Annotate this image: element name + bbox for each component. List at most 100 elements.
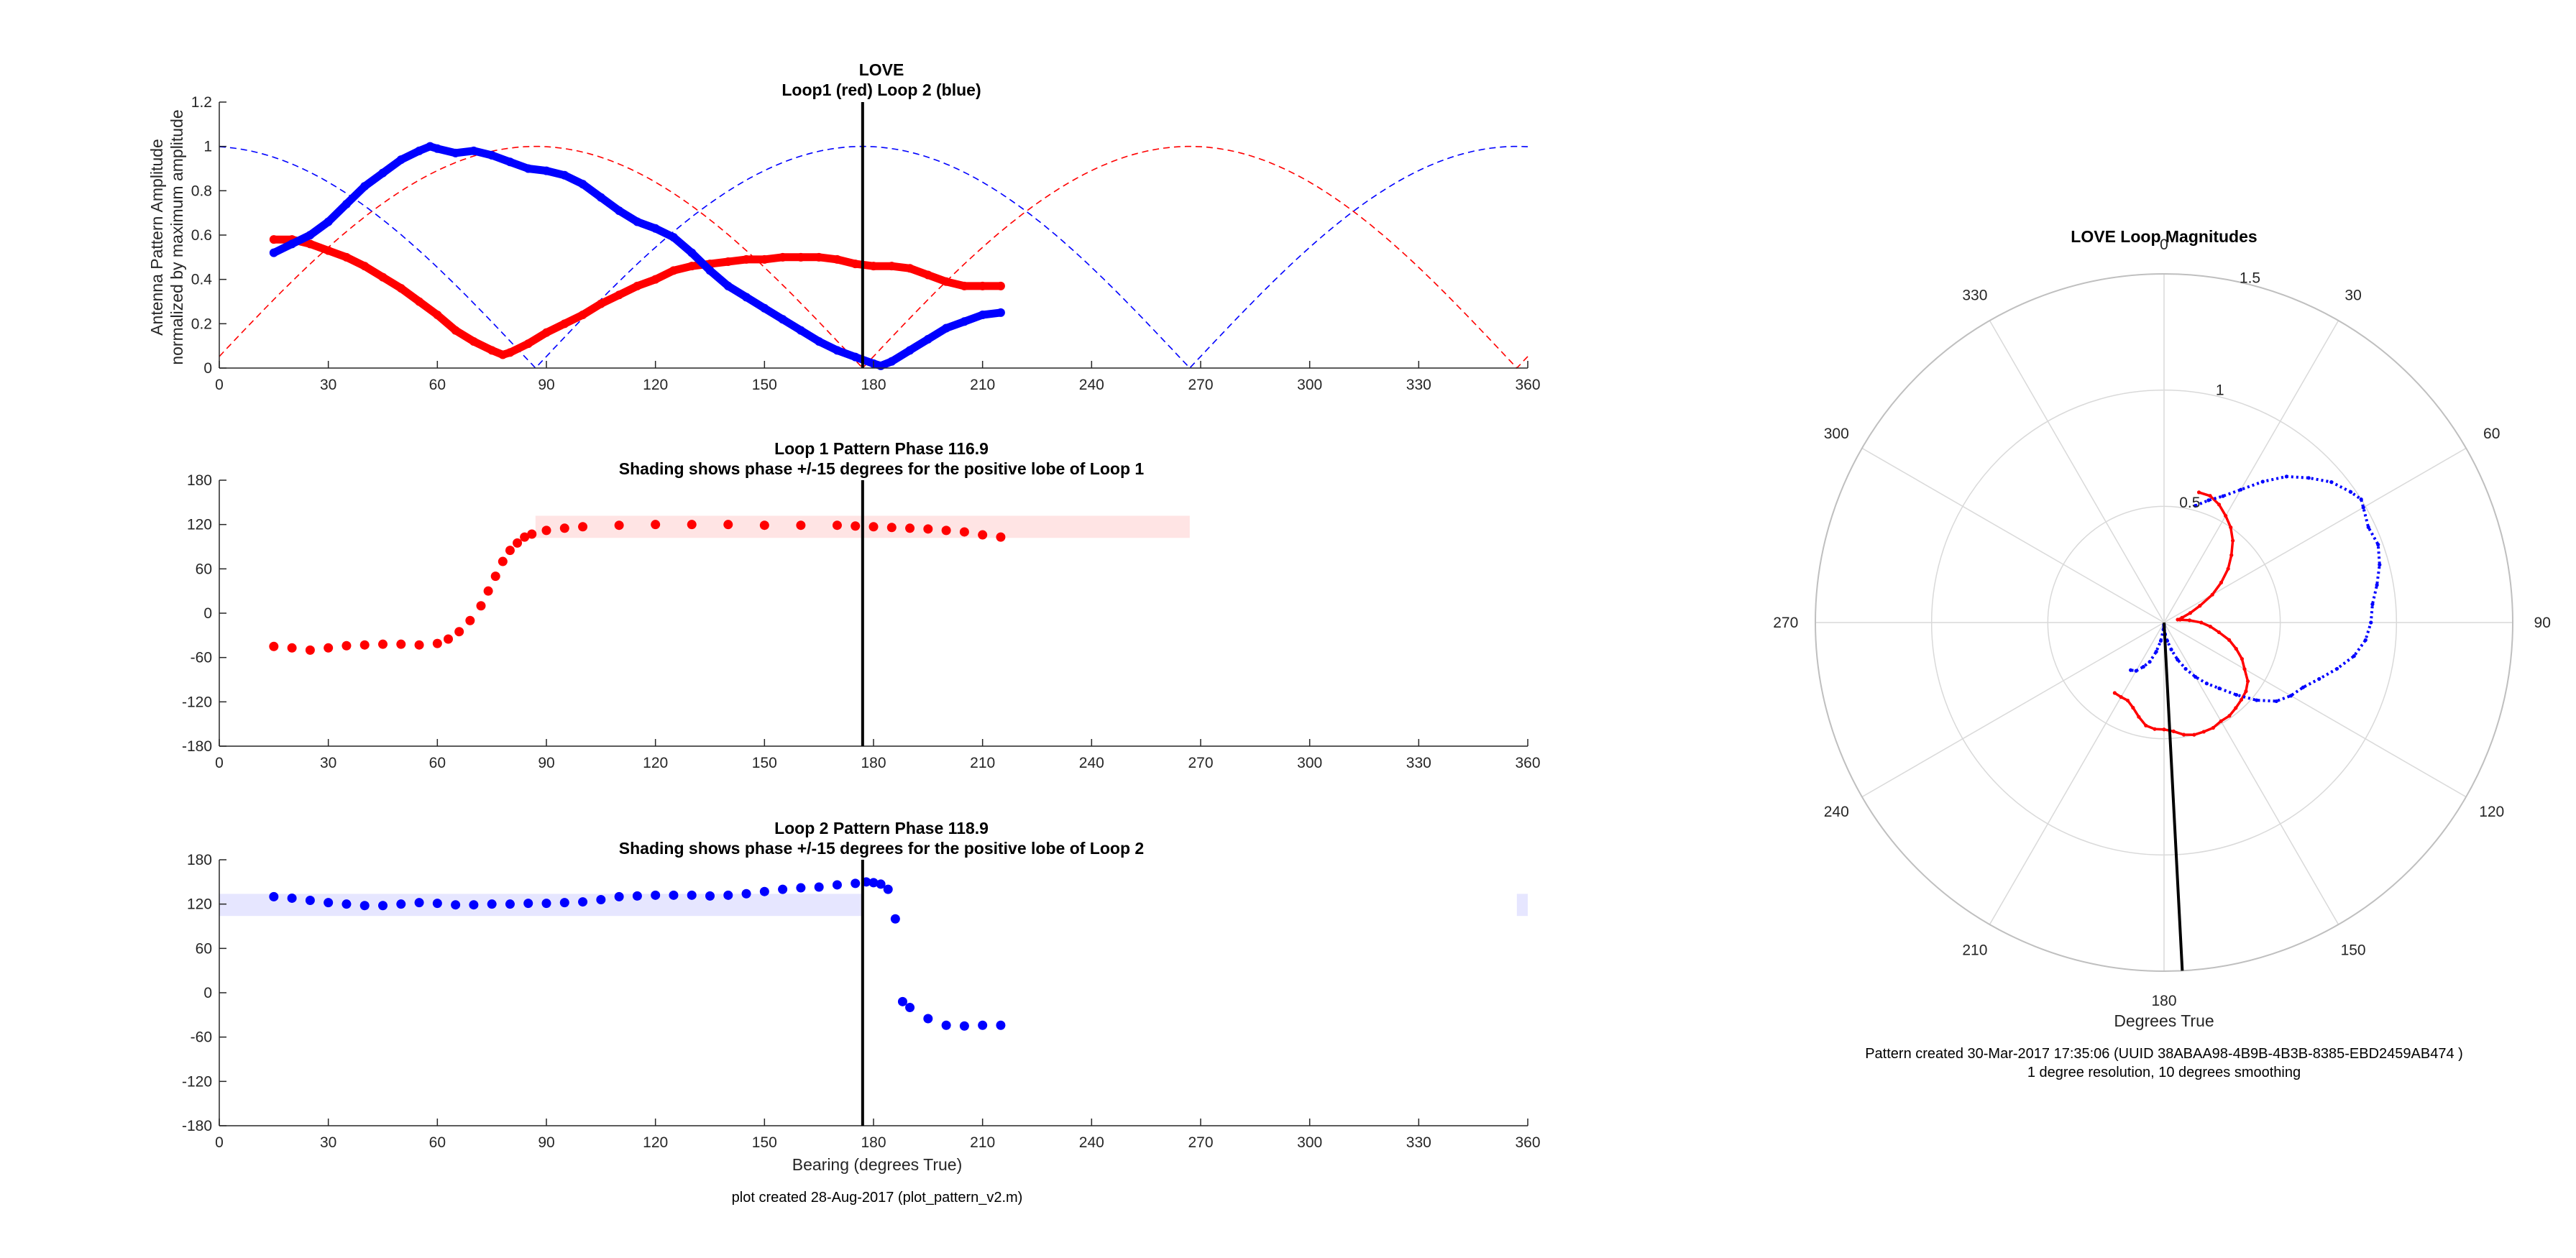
data-point [923,1014,933,1024]
x-tick-label: 90 [538,1134,554,1151]
polar-data-point [2208,625,2213,629]
data-point [487,346,497,355]
data-point [487,899,497,909]
data-point [633,217,642,226]
data-point [269,235,278,244]
data-point [523,339,533,349]
data-point [887,262,897,271]
data-point [433,144,442,153]
x-tick-label: 180 [861,755,886,771]
x-tick-label: 210 [970,1134,995,1151]
data-point [669,890,679,900]
polar-data-point [2144,723,2148,727]
data-point [487,151,497,160]
polar-data-point [2176,658,2180,662]
data-point [833,254,842,264]
data-point [451,326,460,335]
polar-data-point [2217,687,2222,691]
data-point [396,899,406,909]
polar-data-point [2244,689,2248,694]
data-point [851,260,860,269]
data-point [996,308,1005,317]
polar-data-point [2188,611,2193,615]
x-tick-label: 30 [320,1134,336,1151]
polar-data-point [2363,638,2368,643]
data-point [851,878,861,889]
data-point [287,643,297,653]
polar-angle-label: 330 [1962,287,1987,303]
x-tick-label: 360 [1515,755,1540,771]
x-tick-label: 150 [752,1134,777,1151]
x-tick-label: 60 [429,1134,446,1151]
phase-shading-band [219,894,863,917]
data-point [465,615,475,625]
data-point [578,897,588,907]
data-point [305,896,315,906]
x-tick-label: 360 [1515,1134,1540,1151]
data-point [359,640,370,650]
data-point [978,281,987,290]
data-point [288,239,297,249]
polar-data-point [2226,566,2230,571]
y-tick-label: 0.8 [191,183,212,199]
data-point [651,890,661,900]
polar-data-point [2219,719,2223,723]
y-tick-label: 60 [196,561,212,577]
data-point [942,323,951,333]
y-tick-label: 180 [187,472,212,489]
polar-data-point [2187,618,2192,623]
amplitude-plot-subtitle: Loop1 (red) Loop 2 (blue) [781,81,981,99]
data-point [742,293,751,302]
polar-data-point [2204,681,2209,686]
data-point [513,538,523,548]
x-tick-label: 270 [1188,755,1213,771]
polar-data-point [2260,479,2265,484]
data-point [959,1021,969,1031]
data-point [960,317,969,326]
amplitude-plot: LOVE Loop1 (red) Loop 2 (blue) Antenna P… [147,60,1541,393]
data-point [451,900,461,910]
data-point [959,527,969,537]
x-tick-label: 360 [1515,377,1540,393]
data-point [778,252,787,262]
polar-grid-ring [1930,389,2398,856]
data-point [396,284,405,293]
y-tick-label: -120 [182,1073,212,1090]
polar-data-point [2376,543,2380,547]
polar-spoke [1989,622,2165,925]
polar-outer-ring [1815,273,2513,972]
data-point [897,996,907,1006]
data-point [415,297,424,306]
data-point [432,638,442,648]
data-point [306,239,315,249]
data-point [342,252,351,262]
data-point [306,231,315,239]
polar-data-point [2348,490,2353,494]
ideal-pattern-curve [219,145,1528,369]
data-point [905,1003,915,1013]
amplitude-plot-title: LOVE [859,60,904,79]
x-tick-label: 150 [752,755,777,771]
data-point [815,337,824,346]
data-point [723,281,733,290]
data-point [476,601,486,611]
polar-data-point [2125,698,2130,703]
data-point [905,346,915,355]
data-point [596,895,606,904]
polar-data-point [2227,714,2232,718]
polar-data-point [2137,715,2141,719]
phase-shading-band [1516,894,1528,917]
data-point [269,641,279,651]
y-tick-label: -60 [191,650,212,666]
loop-magnitudes-polar-plot: LOVE Loop Magnitudes 0 30 60 90 120 150 180 210… [1773,227,2551,1030]
data-point [324,217,333,226]
polar-spoke [2163,622,2467,798]
data-point [723,257,733,266]
polar-data-point [2329,480,2334,485]
loop2-phase-subtitle: Shading shows phase +/-15 degrees for th… [619,839,1144,858]
polar-data-point [2148,660,2152,664]
data-point [978,1020,988,1030]
loop2-phase-plot: Loop 2 Pattern Phase 118.9 Shading shows… [182,819,1541,1174]
data-point [883,884,893,894]
